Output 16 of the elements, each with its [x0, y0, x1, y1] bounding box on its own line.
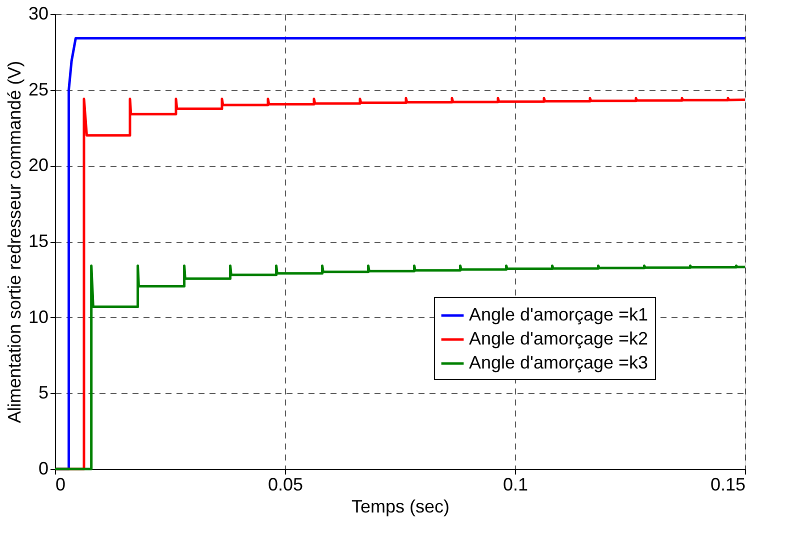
- y-tick-label: 0: [38, 458, 48, 478]
- y-tick-label: 10: [28, 306, 48, 327]
- y-axis-title: Alimentation sortie redresseur commandé (V): [4, 60, 24, 424]
- y-tick-label: 30: [28, 4, 48, 24]
- y-tick-label: 5: [38, 382, 48, 403]
- x-tick-label: 0.1: [502, 474, 528, 494]
- x-tick-label: 0: [56, 474, 66, 494]
- x-tick-label: 0.05: [268, 474, 304, 494]
- legend-label: Angle d'amorçage =k1: [469, 304, 648, 324]
- y-tick-label: 20: [28, 155, 48, 176]
- legend-label: Angle d'amorçage =k3: [469, 352, 648, 372]
- x-tick-label: 0.15: [710, 474, 746, 494]
- x-axis-title: Temps (sec): [351, 496, 450, 516]
- legend-label: Angle d'amorçage =k2: [469, 328, 648, 348]
- y-tick-label: 25: [28, 79, 48, 100]
- y-tick-label: 15: [28, 231, 48, 251]
